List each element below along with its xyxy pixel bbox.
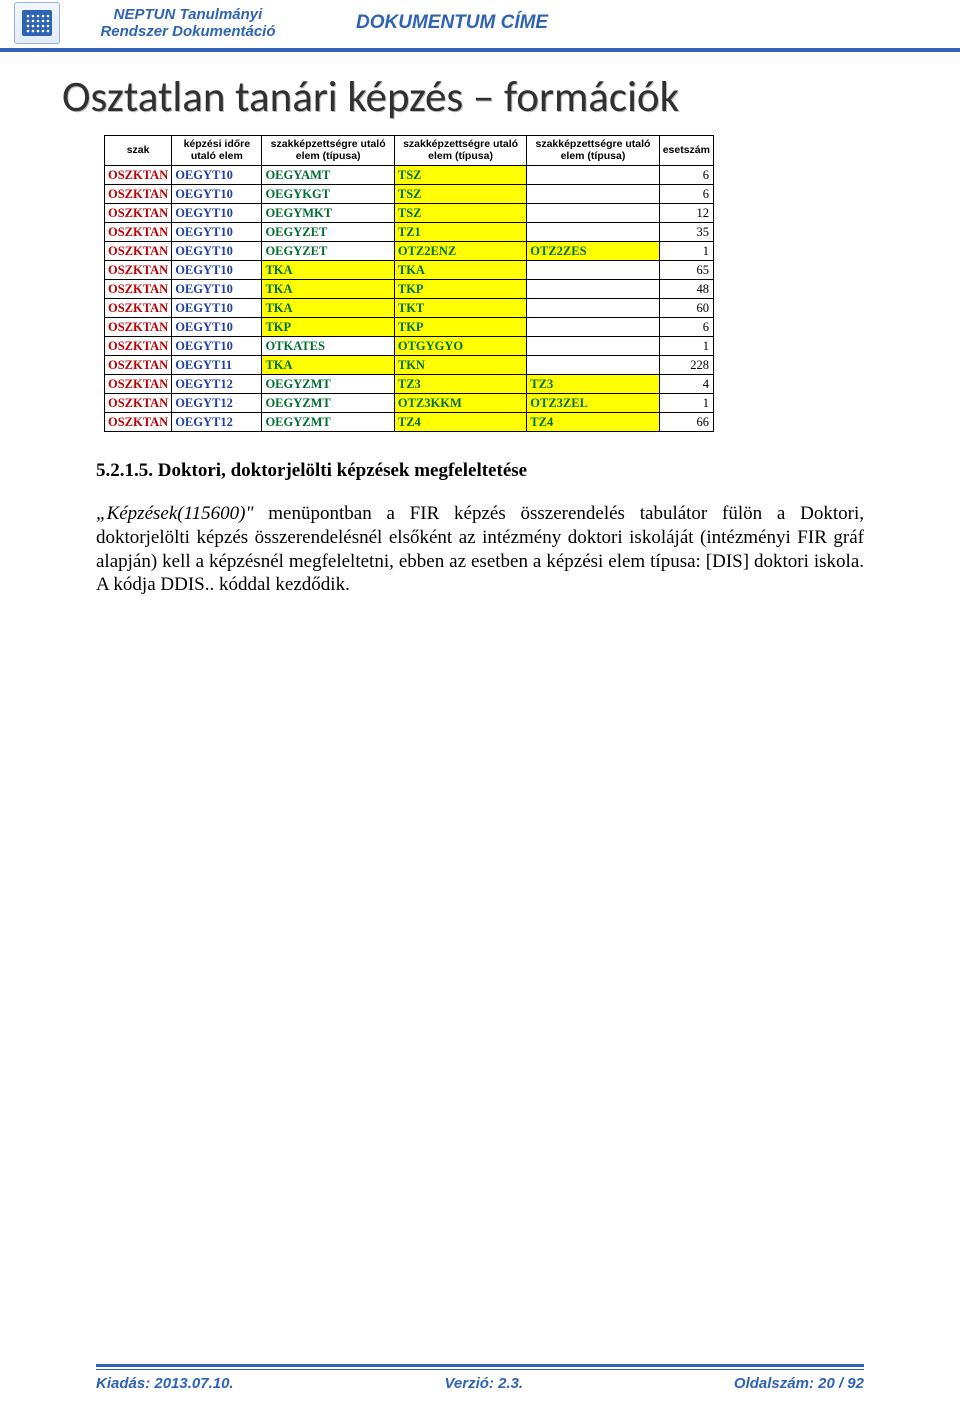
col-szakkep2: szakképzettségre utaló elem (típusa) xyxy=(394,136,526,166)
brand-line1: NEPTUN Tanulmányi xyxy=(114,6,263,23)
col-szak: szak xyxy=(105,136,172,166)
footer-oldalszam: Oldalszám: 20 / 92 xyxy=(734,1375,864,1392)
col-szakkep3: szakképzettségre utaló elem (típusa) xyxy=(527,136,659,166)
slide-heading: Osztatlan tanári képzés – formációk xyxy=(62,70,960,123)
formation-table: szak képzési időre utaló elem szakképzet… xyxy=(104,135,714,432)
table-row: OSZKTANOEGYT10OTKATESOTGYGYO1 xyxy=(105,337,714,356)
table-row: OSZKTANOEGYT10TKATKP48 xyxy=(105,280,714,299)
page-header: NEPTUN Tanulmányi Rendszer Dokumentáció … xyxy=(0,0,960,52)
section-heading: 5.2.1.5. Doktori, doktorjelölti képzések… xyxy=(96,460,960,482)
footer-rule-thick xyxy=(96,1364,864,1367)
table-row: OSZKTANOEGYT12OEGYZMTTZ3TZ34 xyxy=(105,375,714,394)
col-esetszam: esetszám xyxy=(659,136,713,166)
table-row: OSZKTANOEGYT10OEGYZETTZ135 xyxy=(105,223,714,242)
table-row: OSZKTANOEGYT12OEGYZMTTZ4TZ466 xyxy=(105,413,714,432)
footer-verzio: Verzió: 2.3. xyxy=(444,1375,523,1392)
table-row: OSZKTANOEGYT10OEGYKGTTSZ6 xyxy=(105,185,714,204)
col-kepzesi: képzési időre utaló elem xyxy=(172,136,262,166)
table-row: OSZKTANOEGYT11TKATKN228 xyxy=(105,356,714,375)
section-paragraph: „Képzések(115600)" menüpontban a FIR kép… xyxy=(96,502,864,597)
table-row: OSZKTANOEGYT10OEGYZETOTZ2ENZOTZ2ZES1 xyxy=(105,242,714,261)
table-row: OSZKTANOEGYT10OEGYMKTTSZ12 xyxy=(105,204,714,223)
brand-title: NEPTUN Tanulmányi Rendszer Dokumentáció xyxy=(68,6,308,41)
brand-line2: Rendszer Dokumentáció xyxy=(100,23,275,40)
table-row: OSZKTANOEGYT12OEGYZMTOTZ3KKMOTZ3ZEL1 xyxy=(105,394,714,413)
page-footer: Kiadás: 2013.07.10. Verzió: 2.3. Oldalsz… xyxy=(0,1364,960,1392)
document-title: DOKUMENTUM CÍME xyxy=(316,12,952,34)
table-row: OSZKTANOEGYT10TKPTKP6 xyxy=(105,318,714,337)
table-row: OSZKTANOEGYT10TKATKT60 xyxy=(105,299,714,318)
table-row: OSZKTANOEGYT10OEGYAMTTSZ6 xyxy=(105,166,714,185)
neptun-logo-icon xyxy=(14,2,60,44)
table-row: OSZKTANOEGYT10TKATKA65 xyxy=(105,261,714,280)
col-szakkep1: szakképzettségre utaló elem (típusa) xyxy=(262,136,394,166)
table-header-row: szak képzési időre utaló elem szakképzet… xyxy=(105,136,714,166)
formation-table-wrap: szak képzési időre utaló elem szakképzet… xyxy=(104,135,714,432)
footer-kiadas: Kiadás: 2013.07.10. xyxy=(96,1375,234,1392)
menu-reference: „Képzések(115600)" xyxy=(96,503,253,524)
